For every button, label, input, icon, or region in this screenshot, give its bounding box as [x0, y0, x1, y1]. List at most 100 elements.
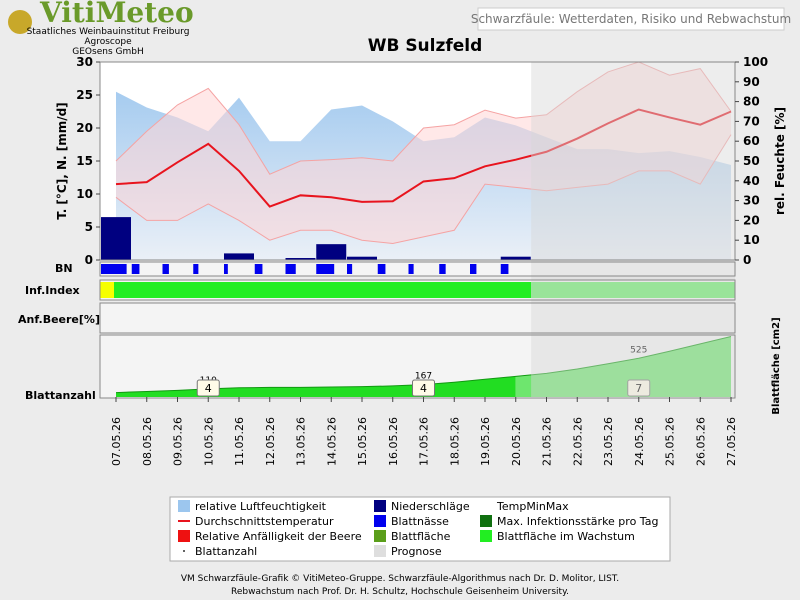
legend-swatch	[178, 500, 190, 512]
y2-tick-label: 0	[743, 253, 751, 267]
legend-swatch	[374, 530, 386, 542]
x-tick-label: 25.05.26	[664, 417, 677, 466]
x-tick-label: 14.05.26	[325, 417, 338, 466]
x-tick-label: 09.05.26	[172, 417, 185, 466]
legend-label: Blattnässe	[391, 515, 449, 528]
leaf-wetness	[193, 264, 199, 274]
legend-label: TempMinMax	[496, 500, 569, 513]
leaf-wetness	[347, 264, 353, 274]
y-tick-label: 30	[76, 55, 93, 69]
topic: Schwarzfäule: Wetterdaten, Risiko und Re…	[471, 12, 791, 26]
y-tick-label: 25	[76, 88, 93, 102]
panel-label: BN	[55, 262, 73, 275]
leaf-count-box	[196, 379, 220, 397]
temp-band	[116, 62, 731, 244]
panel-label: Inf.Index	[25, 284, 80, 297]
panel-frame	[99, 279, 736, 301]
legend-label: Max. Infektionsstärke pro Tag	[497, 515, 658, 528]
x-tick-label: 22.05.26	[571, 417, 584, 466]
legend-swatch	[374, 515, 386, 527]
x-tick-label: 07.05.26	[110, 417, 123, 466]
y2-axis-label: rel. Feuchte [%]	[773, 107, 787, 215]
temp-min-line	[115, 134, 732, 245]
legend-swatch	[480, 515, 492, 527]
chart-title: WB Sulzfeld	[368, 36, 483, 56]
leaf-wetness	[500, 264, 509, 274]
legend-label: Relative Anfälligkeit der Beere	[195, 530, 362, 543]
leaf-count-box	[412, 379, 435, 397]
legend-swatch	[178, 530, 190, 542]
leaf-wetness	[316, 264, 335, 274]
y-tick-label: 5	[85, 220, 93, 234]
leaf-wetness	[224, 264, 228, 274]
topic-box	[477, 7, 785, 31]
leaf-wetness	[439, 264, 446, 274]
precip-bar	[316, 244, 347, 260]
y2-tick-label: 60	[743, 134, 760, 148]
legend-label: Blattfläche im Wachstum	[497, 530, 635, 543]
inf-index	[531, 282, 735, 298]
x-tick-label: 08.05.26	[141, 417, 154, 466]
forecast-shade	[531, 62, 735, 397]
footer: VM Schwarzfäule-Grafik © VitiMeteo-Grupp…	[181, 574, 619, 584]
leaf-axis-label: Blattfläche [cm2]	[771, 317, 782, 414]
precip-bar	[347, 256, 377, 260]
precip-bar	[224, 253, 254, 260]
x-tick-label: 16.05.26	[387, 417, 400, 466]
y2-tick-label: 50	[743, 154, 760, 168]
x-tick-label: 27.05.26	[725, 417, 738, 466]
panel-frame	[99, 261, 736, 277]
legend-label: Durchschnittstemperatur	[195, 515, 334, 528]
leaf-wetness	[285, 264, 296, 274]
x-tick-label: 13.05.26	[295, 417, 308, 466]
legend-label: Blattanzahl	[195, 545, 257, 558]
org-line: GEOsens GmbH	[72, 47, 143, 57]
panel-frame	[99, 302, 736, 334]
y2-tick-label: 10	[743, 233, 760, 247]
leaf-area-label: 167	[415, 372, 432, 382]
x-tick-label: 24.05.26	[633, 417, 646, 466]
logo-icon	[8, 10, 32, 34]
org-line: Agroscope	[84, 37, 132, 47]
panel-label: Blattanzahl	[25, 389, 96, 402]
legend-swatch	[183, 550, 185, 552]
precip-bar	[101, 217, 131, 260]
leaf-wetness	[377, 264, 386, 274]
y2-tick-label: 70	[743, 114, 760, 128]
x-tick-label: 12.05.26	[264, 417, 277, 466]
legend-label: Blattfläche	[391, 530, 451, 543]
inf-index	[100, 282, 114, 298]
y-tick-label: 0	[85, 253, 93, 267]
x-tick-label: 23.05.26	[602, 417, 615, 466]
x-tick-label: 18.05.26	[448, 417, 461, 466]
y2-tick-label: 40	[743, 174, 760, 188]
legend-label: Niederschläge	[391, 500, 470, 513]
precip-bar	[285, 258, 316, 260]
legend-swatch	[374, 500, 386, 512]
inf-index	[114, 282, 532, 298]
x-tick-label: 20.05.26	[510, 417, 523, 466]
precip-bar	[500, 256, 531, 260]
y2-tick-label: 80	[743, 95, 760, 109]
y2-tick-label: 20	[743, 213, 760, 227]
leaf-wetness	[254, 264, 263, 274]
temp-max-line	[115, 61, 732, 175]
y-tick-label: 10	[76, 187, 93, 201]
y2-tick-label: 90	[743, 75, 760, 89]
x-tick-label: 21.05.26	[541, 417, 554, 466]
panel-label: Anf.Beere[%]	[18, 313, 100, 326]
leaf-wetness	[131, 264, 140, 274]
panel	[100, 303, 735, 333]
legend-box	[169, 496, 671, 562]
x-tick-label: 17.05.26	[418, 417, 431, 466]
legend-swatch	[374, 545, 386, 557]
leaf-count: 4	[420, 382, 427, 395]
legend-label: Prognose	[391, 545, 442, 558]
x-tick-label: 11.05.26	[233, 417, 246, 466]
y-tick-label: 20	[76, 121, 93, 135]
leaf-wetness	[470, 264, 477, 274]
leaf-wetness	[162, 264, 169, 274]
footer: Rebwachstum nach Prof. Dr. H. Schultz, H…	[231, 587, 569, 597]
legend-swatch	[480, 530, 492, 542]
